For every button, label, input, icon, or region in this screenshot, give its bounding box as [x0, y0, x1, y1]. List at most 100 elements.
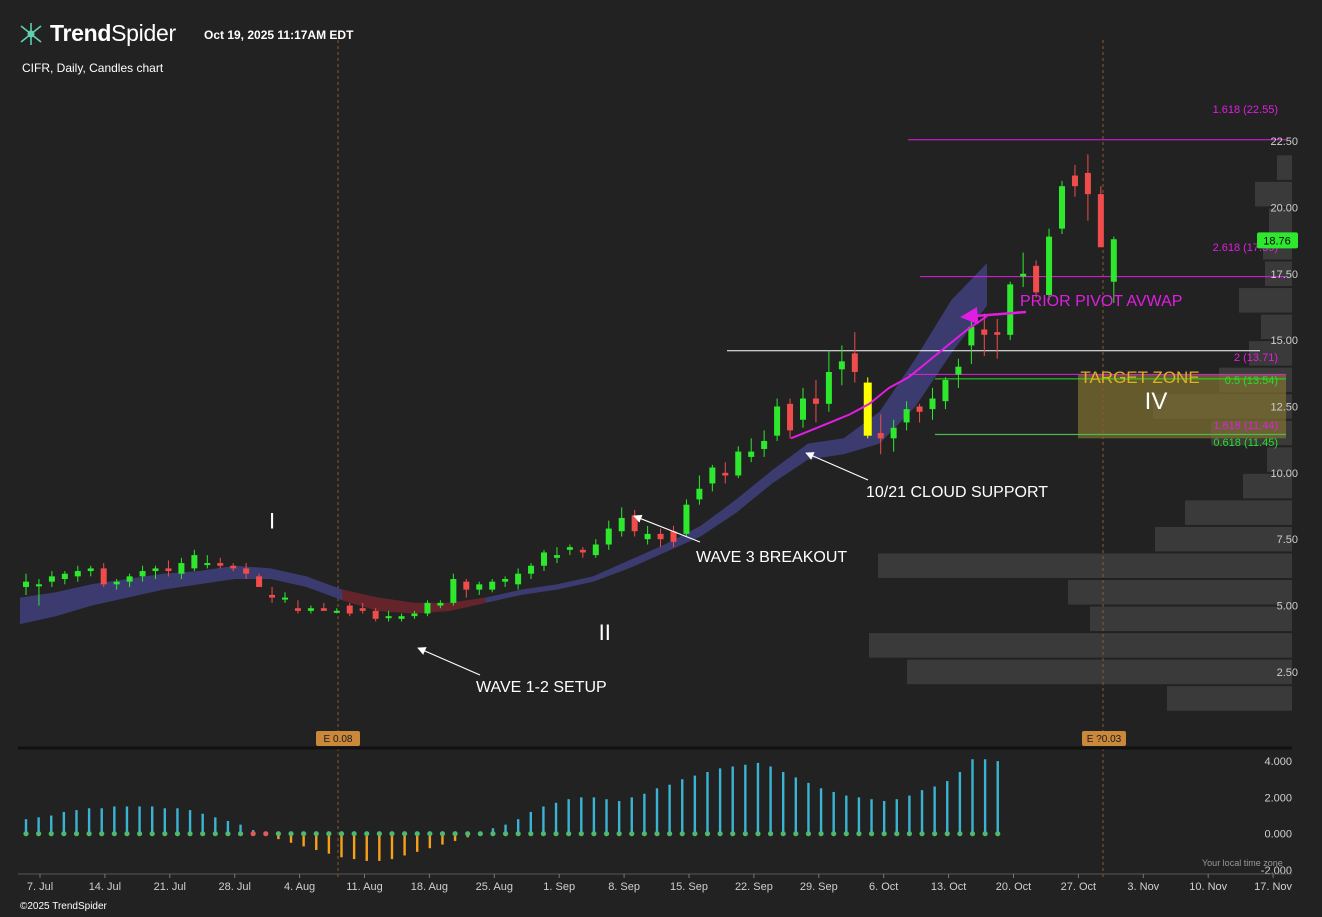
oscillator-dot — [515, 831, 521, 837]
oscillator-dot — [881, 831, 887, 837]
candle-body — [139, 571, 146, 577]
x-axis-label: 17. Nov — [1254, 881, 1292, 893]
earnings-badge — [316, 731, 360, 746]
fib-level-label: 2 (13.71) — [1234, 352, 1278, 364]
candle-body — [800, 398, 806, 420]
candle-body — [863, 382, 872, 436]
oscillator-dot — [704, 831, 711, 837]
candle — [942, 377, 949, 410]
oscillator-dot — [275, 831, 281, 837]
oscillator-dot — [995, 831, 1001, 837]
candle-body — [424, 602, 431, 614]
oscillator-dot — [99, 831, 105, 837]
volume-profile-bar — [1255, 181, 1292, 207]
candle — [359, 602, 366, 614]
fib-level-label: 1.618 (11.44) — [1213, 420, 1278, 432]
candle-body — [994, 332, 1001, 335]
candle — [735, 446, 742, 479]
oscillator-dot — [376, 831, 382, 837]
oscillator-dot — [969, 831, 976, 837]
candle — [87, 565, 94, 577]
candle — [333, 608, 340, 614]
candle-body — [722, 472, 729, 476]
candle — [1033, 260, 1040, 298]
candle — [243, 563, 250, 580]
candle-body — [1059, 186, 1065, 229]
candle — [372, 608, 379, 622]
candle — [307, 605, 314, 614]
target-zone-box — [1078, 374, 1286, 439]
price-axis-label: 5.00 — [1277, 601, 1298, 613]
oscillator-dot — [742, 831, 748, 837]
candle — [269, 586, 276, 603]
oscillator-dot — [465, 831, 471, 837]
candle — [1059, 180, 1065, 234]
oscillator-dot — [528, 831, 534, 837]
candle-body — [916, 406, 923, 412]
x-axis-label: 10. Nov — [1189, 881, 1227, 893]
candle-body — [942, 379, 949, 402]
candle — [139, 565, 146, 582]
candle — [863, 377, 872, 439]
oscillator-dot — [629, 831, 635, 837]
candle — [631, 510, 638, 537]
candle-body — [748, 451, 755, 457]
candle — [657, 528, 664, 548]
oscillator-dot — [313, 831, 319, 837]
candle-body — [269, 594, 276, 598]
oscillator-dot — [212, 831, 218, 837]
oscillator-dot — [578, 831, 584, 837]
x-axis-label: 15. Sep — [670, 881, 708, 893]
candle — [670, 525, 677, 548]
brand-bold: Trend — [50, 20, 112, 46]
x-axis-label: 18. Aug — [411, 881, 448, 893]
earnings-badge — [1082, 731, 1126, 746]
oscillator-dot — [502, 831, 509, 837]
ichimoku-cloud-bearish — [342, 589, 486, 614]
candle-body — [35, 584, 42, 587]
candle-body — [243, 568, 250, 574]
candle-body — [1071, 175, 1078, 187]
oscillator-dot — [894, 831, 900, 837]
candle-body — [735, 451, 742, 476]
candle — [761, 430, 768, 457]
candle — [579, 547, 586, 558]
oscillator-dot — [402, 831, 408, 837]
oscillator-axis-label: 0.000 — [1264, 829, 1292, 841]
annotation-arrow — [633, 514, 701, 543]
oscillator-dot — [692, 831, 698, 837]
candle-body — [605, 528, 612, 545]
candle-body — [968, 326, 975, 346]
volume-profile-bar — [1090, 606, 1292, 632]
candle-body — [307, 608, 314, 611]
volume-profile-bar — [1261, 314, 1292, 340]
candle — [48, 571, 55, 587]
spider-logo-icon — [20, 22, 42, 45]
candle-body — [955, 366, 962, 375]
oscillator-dot — [944, 831, 950, 837]
x-axis-label: 14. Jul — [89, 881, 121, 893]
earnings-badge-label: E ?0.03 — [1087, 734, 1122, 745]
volume-profile-bar — [869, 633, 1292, 658]
candle — [890, 419, 897, 452]
symbol-line: CIFR, Daily, Candles chart — [22, 61, 164, 75]
oscillator-dot — [755, 831, 761, 837]
candle-body — [528, 565, 535, 574]
oscillator-dot — [932, 831, 938, 837]
fib-level-label: 1.618 (22.55) — [1213, 104, 1278, 116]
candle — [1007, 281, 1014, 341]
candle-body — [825, 371, 832, 404]
oscillator-dot — [73, 831, 80, 837]
candle — [994, 318, 1001, 359]
candle — [411, 610, 418, 619]
candle — [528, 563, 535, 580]
oscillator-dot — [603, 831, 610, 837]
candle — [113, 579, 120, 590]
candle-body — [1007, 284, 1014, 335]
candle — [463, 579, 470, 598]
candle-body — [1046, 236, 1053, 295]
price-axis-label: 17.50 — [1270, 269, 1298, 281]
x-axis-label: 20. Oct — [996, 881, 1031, 893]
oscillator-axis-label: 2.000 — [1264, 792, 1292, 804]
